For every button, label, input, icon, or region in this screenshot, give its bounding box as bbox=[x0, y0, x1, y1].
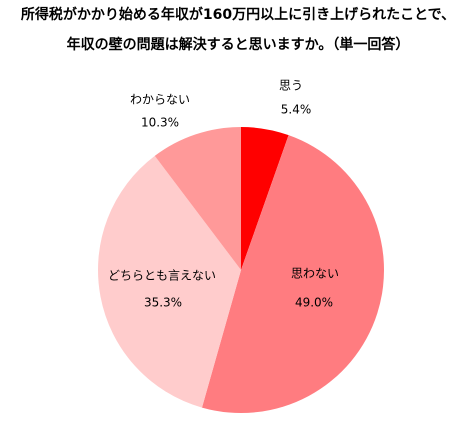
value-label: 10.3% bbox=[141, 116, 179, 130]
category-label: 思う bbox=[279, 79, 303, 93]
value-label: 5.4% bbox=[281, 103, 312, 117]
category-label: どちらとも言えない bbox=[108, 269, 216, 283]
chart-title: 年収の壁の問題は解決すると思いますか。（単一回答） bbox=[67, 36, 410, 53]
pie-slice bbox=[154, 127, 241, 270]
pie-slice bbox=[241, 127, 289, 270]
category-label: 思わない bbox=[291, 267, 339, 281]
chart-title: 所得税がかかり始める年収が160万円以上に引き上げられたことで、 bbox=[21, 6, 455, 23]
pie-slice bbox=[201, 135, 384, 413]
pie bbox=[98, 127, 384, 413]
pie-slice bbox=[98, 155, 241, 408]
labels: 思う 5.4% 思わない 49.0% どちらとも言えない 35.3% わからない 10.3% bbox=[108, 79, 339, 310]
value-label: 49.0% bbox=[295, 296, 333, 310]
value-label: 35.3% bbox=[144, 296, 182, 310]
category-label: わからない bbox=[130, 93, 190, 107]
